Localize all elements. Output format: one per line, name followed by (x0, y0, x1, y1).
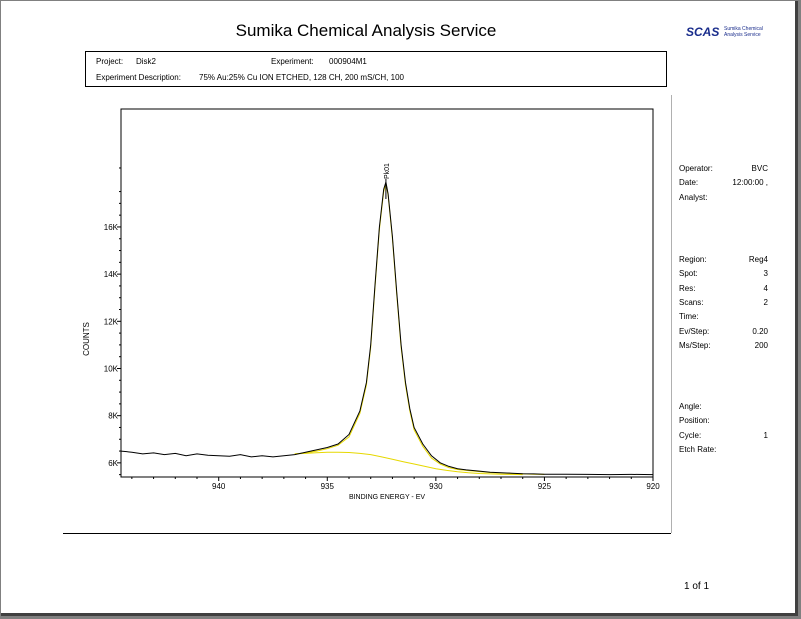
side-value: 2 (763, 297, 768, 307)
panel-divider (671, 95, 672, 533)
side-value: 0.20 (752, 326, 768, 336)
y-tick-label: 6K (108, 459, 118, 468)
experiment-label: Experiment: (271, 57, 314, 66)
side-label: Spot: (679, 269, 698, 279)
peak-marker-group: Pk01 (384, 163, 391, 199)
side-label: Etch Rate: (679, 444, 717, 454)
footer-rule (63, 533, 671, 534)
y-axis: 6K 8K 10K 12K 14K 16K (104, 167, 121, 476)
side-value: 1 (763, 430, 768, 440)
peak-label: Pk01 (384, 163, 391, 179)
x-axis: 940 935 930 925 920 (131, 477, 660, 491)
side-label: Date: (679, 178, 699, 188)
side-label: Analyst: (679, 192, 708, 202)
description-label: Experiment Description: (96, 73, 181, 82)
y-tick-label: 16K (104, 223, 119, 232)
x-axis-label: BINDING ENERGY - EV (349, 494, 425, 501)
project-value: Disk2 (136, 57, 157, 66)
series-layer (120, 181, 654, 476)
side-label: Operator: (679, 164, 713, 173)
y-tick-label: 14K (104, 270, 119, 279)
side-value: 12:00:00 , (732, 178, 768, 188)
experiment-value: 000904M1 (329, 57, 367, 66)
project-label: Project: (96, 57, 124, 66)
experiment-info-box: Project: Disk2 Experiment: 000904M1 Expe… (85, 51, 667, 87)
y-tick-label: 8K (108, 412, 118, 421)
side-value: 200 (754, 340, 768, 350)
side-value: 4 (763, 283, 768, 293)
logo-mark: SCAS (686, 25, 720, 39)
side-label: Cycle: (679, 430, 702, 440)
side-value: 3 (763, 269, 768, 279)
plot-frame (120, 108, 654, 478)
series-fitted-peak (294, 183, 545, 475)
report-title: Sumika Chemical Analysis Service (235, 21, 497, 40)
x-tick-label: 940 (212, 482, 226, 491)
side-label: Ms/Step: (679, 340, 711, 350)
page-number: 1 of 1 (684, 581, 710, 592)
description-value: 75% Au:25% Cu ION ETCHED, 128 CH, 200 mS… (199, 73, 404, 82)
side-label: Position: (679, 416, 710, 426)
x-tick-label: 925 (538, 482, 552, 491)
x-tick-label: 930 (429, 482, 443, 491)
side-value: Reg4 (748, 255, 768, 264)
y-tick-label: 10K (104, 364, 119, 373)
side-label: Angle: (679, 402, 702, 411)
side-label: Ev/Step: (679, 326, 710, 336)
side-label: Region: (679, 255, 707, 264)
y-axis-label: COUNTS (82, 322, 91, 356)
series-background (294, 451, 523, 476)
series-spectrum (120, 181, 654, 476)
side-label: Time: (679, 312, 699, 322)
side-value: BVC (751, 164, 768, 173)
x-tick-label: 920 (646, 482, 660, 491)
company-logo: SCAS Sumika Chemical Analysis Service (686, 25, 776, 41)
side-label: Res: (679, 283, 696, 293)
logo-text: Sumika Chemical Analysis Service (724, 26, 763, 38)
y-tick-label: 12K (104, 317, 119, 326)
side-label: Scans: (679, 297, 704, 307)
x-tick-label: 935 (321, 482, 335, 491)
